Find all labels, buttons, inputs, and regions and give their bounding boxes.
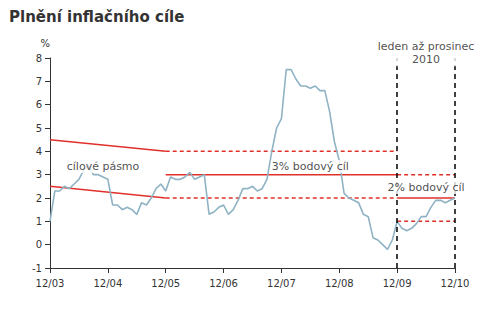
- svg-text:12/07: 12/07: [267, 278, 296, 289]
- svg-text:8: 8: [36, 53, 42, 64]
- svg-text:12/10: 12/10: [441, 278, 470, 289]
- svg-text:leden až prosinec: leden až prosinec: [378, 40, 475, 53]
- svg-text:5: 5: [36, 123, 42, 134]
- svg-text:cílové pásmo: cílové pásmo: [67, 160, 140, 173]
- svg-text:3% bodový cíl: 3% bodový cíl: [272, 160, 349, 173]
- svg-text:1: 1: [36, 216, 42, 227]
- svg-text:Plnění inflačního cíle: Plnění inflačního cíle: [9, 8, 184, 26]
- svg-text:12/05: 12/05: [151, 278, 180, 289]
- svg-text:2% bodový cíl: 2% bodový cíl: [388, 181, 465, 194]
- svg-text:12/03: 12/03: [36, 278, 65, 289]
- svg-text:12/04: 12/04: [93, 278, 122, 289]
- svg-text:-1: -1: [32, 263, 42, 274]
- svg-text:12/06: 12/06: [209, 278, 238, 289]
- svg-text:7: 7: [36, 76, 42, 87]
- svg-text:2: 2: [36, 193, 42, 204]
- svg-text:2010: 2010: [412, 53, 440, 66]
- svg-text:4: 4: [36, 146, 42, 157]
- svg-text:3: 3: [36, 169, 42, 180]
- svg-text:12/09: 12/09: [383, 278, 412, 289]
- svg-text:12/08: 12/08: [325, 278, 354, 289]
- svg-text:0: 0: [36, 239, 42, 250]
- svg-text:6: 6: [36, 99, 42, 110]
- svg-text:%: %: [40, 38, 50, 49]
